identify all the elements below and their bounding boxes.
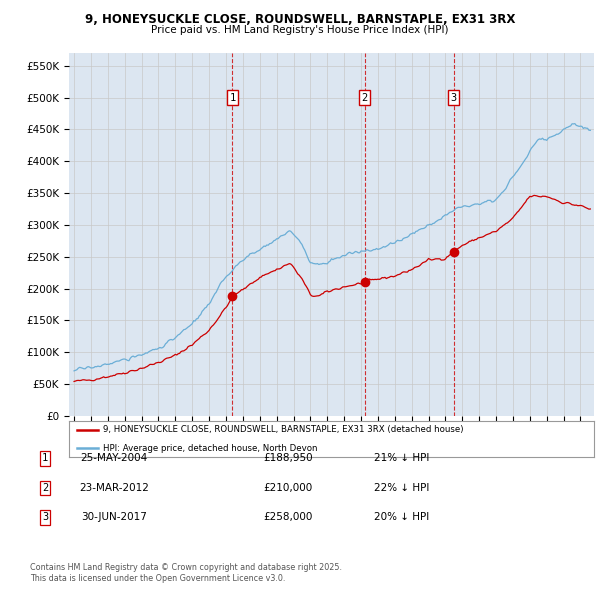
Text: 30-JUN-2017: 30-JUN-2017: [81, 513, 147, 522]
Text: Contains HM Land Registry data © Crown copyright and database right 2025.
This d: Contains HM Land Registry data © Crown c…: [30, 563, 342, 583]
Text: 2: 2: [362, 93, 368, 103]
Text: 3: 3: [42, 513, 48, 522]
Text: HPI: Average price, detached house, North Devon: HPI: Average price, detached house, Nort…: [103, 444, 317, 453]
Text: 9, HONEYSUCKLE CLOSE, ROUNDSWELL, BARNSTAPLE, EX31 3RX (detached house): 9, HONEYSUCKLE CLOSE, ROUNDSWELL, BARNST…: [103, 425, 464, 434]
Text: Price paid vs. HM Land Registry's House Price Index (HPI): Price paid vs. HM Land Registry's House …: [151, 25, 449, 35]
Text: 23-MAR-2012: 23-MAR-2012: [79, 483, 149, 493]
Text: 25-MAY-2004: 25-MAY-2004: [80, 454, 148, 463]
Text: 22% ↓ HPI: 22% ↓ HPI: [374, 483, 430, 493]
Text: 3: 3: [451, 93, 457, 103]
Text: 21% ↓ HPI: 21% ↓ HPI: [374, 454, 430, 463]
Text: £258,000: £258,000: [263, 513, 313, 522]
Text: 9, HONEYSUCKLE CLOSE, ROUNDSWELL, BARNSTAPLE, EX31 3RX: 9, HONEYSUCKLE CLOSE, ROUNDSWELL, BARNST…: [85, 13, 515, 26]
Text: £188,950: £188,950: [263, 454, 313, 463]
Text: £210,000: £210,000: [263, 483, 313, 493]
Text: 1: 1: [229, 93, 236, 103]
Text: 20% ↓ HPI: 20% ↓ HPI: [374, 513, 430, 522]
Text: 1: 1: [42, 454, 48, 463]
Text: 2: 2: [42, 483, 48, 493]
